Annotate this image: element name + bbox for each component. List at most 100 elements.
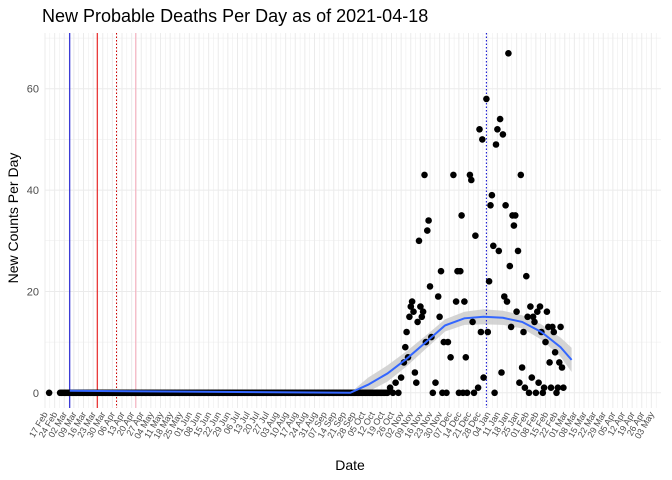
data-point [527,303,534,310]
data-point [476,126,483,133]
smooth-line [69,315,573,394]
data-point [556,359,563,366]
data-point [518,364,526,371]
data-point [501,293,508,300]
y-tick-label: 40 [27,185,39,197]
data-point [484,328,492,336]
data-point [506,262,514,270]
data-point [452,298,460,305]
data-point [450,171,457,179]
data-point [414,318,421,326]
data-point [432,379,439,387]
data-point [402,343,409,351]
data-point [550,328,558,336]
data-point [507,323,515,331]
data-point [397,374,405,381]
data-point [421,171,428,179]
data-point [529,313,537,321]
data-point [483,95,490,103]
data-point [532,389,540,397]
data-point [419,308,427,316]
data-point [408,298,416,305]
data-point [531,318,538,326]
data-point [510,222,518,229]
data-point [517,171,525,179]
data-point [425,217,432,224]
data-point [496,115,504,123]
data-point [389,389,397,397]
data-point [479,136,486,143]
data-point [477,328,485,336]
data-point [523,272,530,280]
data-point [490,242,497,250]
data-point [488,191,496,199]
y-tick-label: 20 [27,286,39,298]
y-axis-label: New Counts Per Day [5,153,21,284]
data-point [437,267,445,275]
data-point [457,267,464,275]
data-point [495,247,503,255]
data-point [503,298,511,305]
data-point [487,202,494,209]
data-point [461,298,468,305]
data-point [554,384,562,392]
data-point [443,389,450,397]
data-point [426,283,434,290]
data-point [395,389,402,397]
data-point [539,389,547,397]
data-point [560,384,567,392]
y-tick-label: 60 [27,84,39,96]
data-point [469,318,476,326]
data-point [525,389,533,397]
data-point [434,293,442,300]
data-point [542,338,549,346]
data-point [410,308,417,316]
data-point [528,374,536,381]
data-point [546,359,553,366]
data-point [512,212,519,219]
data-point [406,313,413,321]
data-point [407,303,415,310]
chart-title: New Probable Deaths Per Day as of 2021-0… [42,6,429,26]
data-point [466,171,474,179]
data-point [551,349,559,356]
data-point [45,389,53,397]
data-point [411,369,419,376]
data-point [418,313,426,321]
data-point [557,323,564,331]
data-point [516,379,523,387]
y-tick-label: 0 [33,388,39,400]
data-point [558,364,566,371]
data-point [553,389,560,397]
data-point [415,237,423,245]
data-point [521,384,529,392]
data-point [429,389,437,397]
data-point [498,369,505,376]
reference-lines [69,33,487,408]
data-point [513,308,520,316]
data-point [403,328,410,336]
data-point [463,389,471,397]
grid-lines [44,33,661,408]
data-point [524,313,531,321]
data-point [485,278,493,285]
data-point [534,308,541,316]
data-point [392,379,399,387]
data-point [549,323,556,331]
data-point [384,389,391,397]
data-point [492,141,500,148]
x-axis-label: Date [335,457,365,473]
data-point [535,379,542,387]
data-point [417,303,424,310]
data-point [480,374,487,381]
data-point [472,232,479,239]
data-point [458,212,465,219]
data-point [470,389,478,397]
data-point [494,126,501,133]
data-point [491,389,498,397]
confidence-band [350,309,572,393]
data-point [536,303,544,310]
data-point [462,354,470,361]
